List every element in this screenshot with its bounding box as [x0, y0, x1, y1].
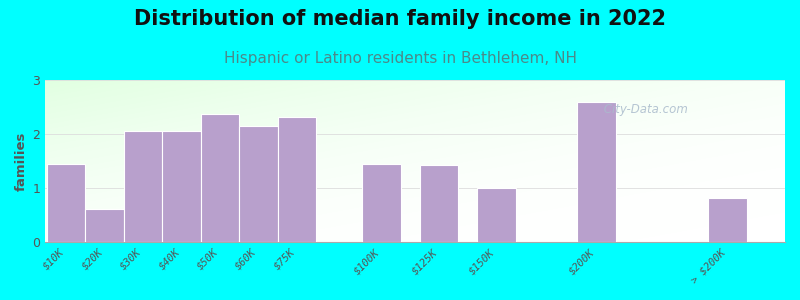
Bar: [239, 126, 278, 242]
Bar: [86, 208, 124, 242]
Text: City-Data.com: City-Data.com: [600, 103, 688, 116]
Bar: [708, 198, 746, 242]
Bar: [162, 131, 201, 242]
Text: Hispanic or Latino residents in Bethlehem, NH: Hispanic or Latino residents in Bethlehe…: [223, 51, 577, 66]
Bar: [478, 188, 516, 242]
Y-axis label: families: families: [15, 131, 28, 191]
Bar: [362, 164, 401, 242]
Bar: [124, 131, 162, 242]
Text: Distribution of median family income in 2022: Distribution of median family income in …: [134, 9, 666, 29]
Bar: [420, 165, 458, 242]
Bar: [278, 117, 316, 242]
Bar: [201, 113, 239, 242]
Bar: [47, 164, 86, 242]
Bar: [578, 102, 616, 242]
